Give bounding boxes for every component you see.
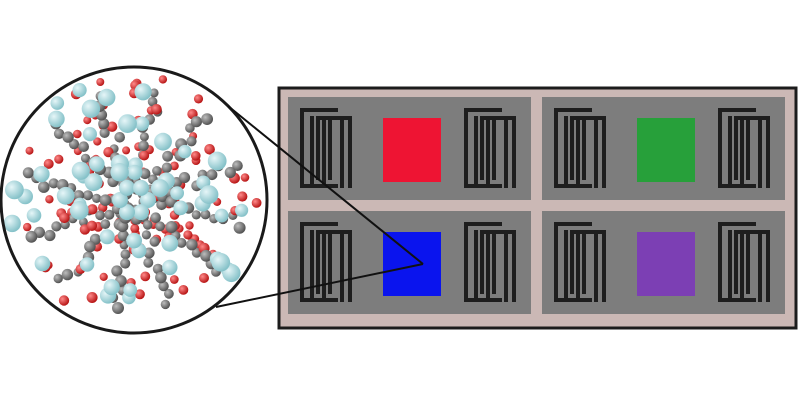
zoom-line-lower	[215, 263, 424, 308]
sensor-array-device	[277, 86, 798, 330]
sensor-pad-top-right	[637, 118, 695, 182]
mof-structure-magnified-view	[0, 65, 269, 335]
zoom-connector-lines	[215, 105, 424, 308]
sensor-panel-bottom-left	[288, 211, 531, 314]
magnifier-circle	[0, 65, 269, 335]
sensor-pad-top-left	[383, 118, 441, 182]
sensor-panel-top-left	[288, 97, 531, 200]
sensor-pad-bottom-right	[637, 232, 695, 296]
zoom-line-upper	[227, 105, 424, 265]
sensor-panel-top-right	[542, 97, 785, 200]
sensor-pad-bottom-left	[383, 232, 441, 296]
sensor-panel-bottom-right	[542, 211, 785, 314]
